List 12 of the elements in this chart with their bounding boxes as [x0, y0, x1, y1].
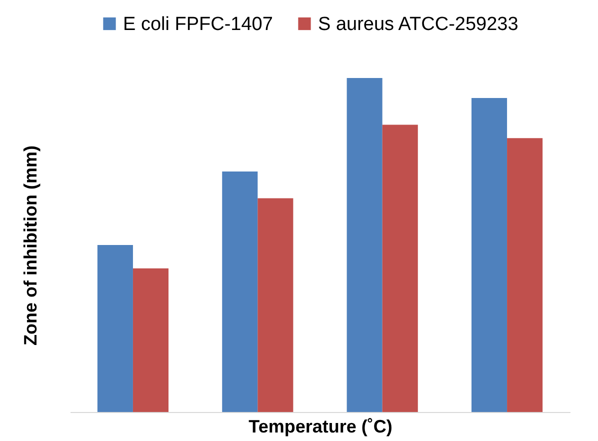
- bar: [132, 268, 169, 412]
- legend-label: E coli FPFC-1407: [123, 14, 273, 35]
- bar: [471, 98, 508, 412]
- bar: [382, 124, 418, 412]
- y-axis-title: Zone of inhibition (mm): [20, 146, 40, 346]
- bar: [222, 172, 258, 412]
- bar: [346, 78, 382, 412]
- bar: [507, 138, 543, 412]
- legend-label: S aureus ATCC-259233: [318, 14, 518, 35]
- bar: [258, 198, 294, 412]
- bar: [97, 245, 133, 412]
- x-axis-title: Temperature (˚C): [248, 416, 392, 436]
